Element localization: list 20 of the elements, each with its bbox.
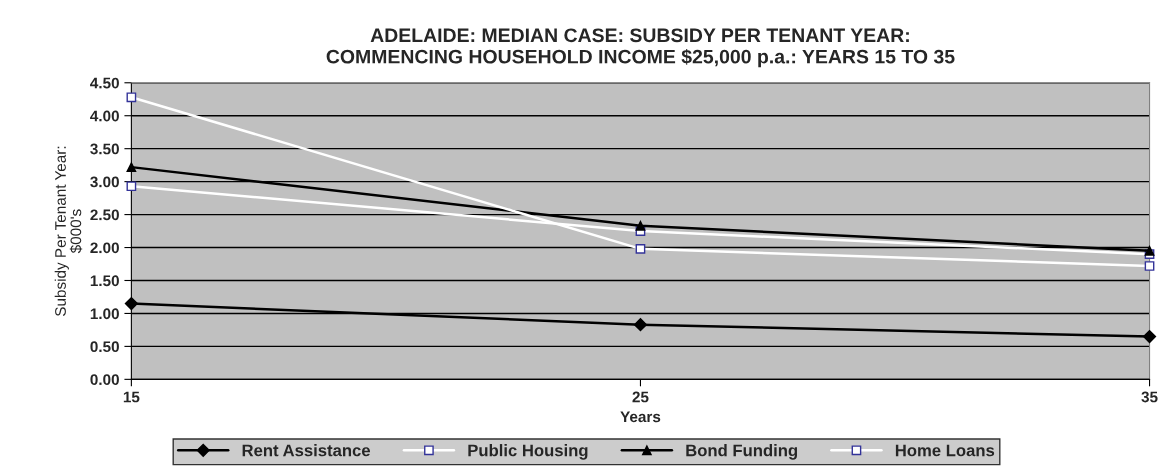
legend-label: Bond Funding xyxy=(686,444,798,460)
y-tick-label: 0.00 xyxy=(90,374,119,386)
y-tick-label: 2.00 xyxy=(90,242,119,254)
y-tick-label: 3.00 xyxy=(90,176,119,188)
x-axis-title: Years xyxy=(620,411,661,423)
legend-label: Public Housing xyxy=(468,444,588,460)
x-tick-label: 15 xyxy=(123,391,140,403)
x-tick-label: 25 xyxy=(632,391,649,403)
y-tick-label: 4.50 xyxy=(90,77,119,89)
y-tick-label: 3.50 xyxy=(90,143,119,155)
legend-label: Rent Assistance xyxy=(242,444,371,457)
x-tick-label: 35 xyxy=(1141,391,1158,403)
y-tick-label: 2.50 xyxy=(90,209,119,221)
y-tick-label: 0.50 xyxy=(90,341,119,353)
chart-title: ADELAIDE: MEDIAN CASE: SUBSIDY PER TENANT YEAR: COMMENCING HOUSEHOLD INCOME $25,000 p.a.: YEARS 15 TO 35 xyxy=(326,28,955,68)
legend-label: Home Loans xyxy=(895,444,995,457)
y-axis-title: Subsidy Per Tenant Year: $000's xyxy=(54,146,83,317)
y-tick-label: 1.00 xyxy=(90,308,119,320)
y-tick-label: 1.50 xyxy=(90,275,119,287)
y-tick-label: 4.00 xyxy=(90,110,119,122)
